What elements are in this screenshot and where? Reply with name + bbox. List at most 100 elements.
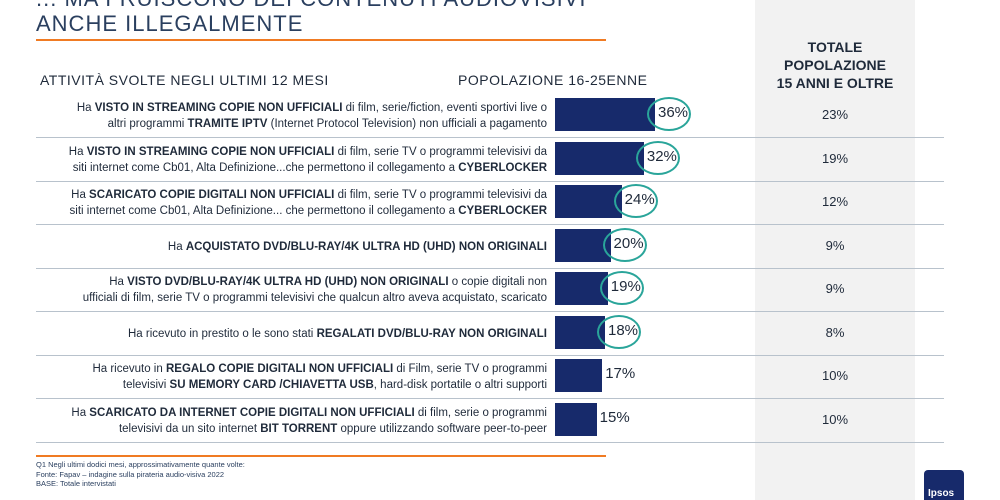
value-label-total: 9% <box>825 237 845 253</box>
category-label: Ha VISTO IN STREAMING COPIE NON UFFICIAL… <box>20 139 547 181</box>
value-label-16-25: 15% <box>599 408 630 426</box>
chart-row: Ha SCARICATO DA INTERNET COPIE DIGITALI … <box>20 400 955 442</box>
chart-row: Ha ricevuto in REGALO COPIE DIGITALI NON… <box>20 356 955 398</box>
value-label-16-25: 36% <box>658 104 689 121</box>
value-highlight-circle <box>599 271 644 305</box>
row-separator <box>36 137 944 138</box>
category-label-part: Ha <box>109 276 128 288</box>
category-label-part: BIT TORRENT <box>260 422 338 435</box>
total-header-line-2: POPOLAZIONE <box>784 57 886 73</box>
value-label-16-25: 18% <box>608 321 639 339</box>
value-highlight-circle <box>635 140 680 175</box>
bar-16-25 <box>555 402 597 436</box>
category-label-part: , hard-disk portatile o altri supporti <box>373 379 547 391</box>
category-label-part: di Film, serie TV o programmi <box>393 363 547 375</box>
footer-divider <box>36 455 606 457</box>
value-label-total: 8% <box>825 324 845 340</box>
category-label-part: Ha <box>71 189 90 201</box>
bar-16-25 <box>555 185 622 218</box>
footnote-source: Fonte: Fapav – indagine sulla pirateria … <box>36 469 225 479</box>
value-label-total: 10% <box>821 368 849 383</box>
value-highlight-circle <box>647 97 691 131</box>
category-label-part: o copie digitali non <box>448 276 547 288</box>
page-title: ... MA FRUISCONO DEI CONTENUTI AUDIOVISI… <box>36 0 587 36</box>
category-label: Ha ACQUISTATO DVD/BLU-RAY/4K ULTRA HD (U… <box>20 226 547 268</box>
category-label-part: altri programmi <box>107 118 188 130</box>
bar-16-25 <box>555 98 655 131</box>
value-label-16-25: 17% <box>605 365 636 382</box>
row-separator <box>36 398 944 399</box>
chart-row: Ha SCARICATO COPIE DIGITALI NON UFFICIAL… <box>20 182 955 224</box>
category-label-part: VISTO IN STREAMING COPIE NON UFFICIALI <box>86 145 335 158</box>
chart-row: Ha VISTO IN STREAMING COPIE NON UFFICIAL… <box>20 139 955 181</box>
row-separator <box>36 311 944 312</box>
logo-text: Ipsos <box>928 488 955 499</box>
category-label: Ha SCARICATO COPIE DIGITALI NON UFFICIAL… <box>20 182 547 224</box>
category-label-part: (Internet Protocol Television) non uffic… <box>267 118 547 130</box>
bar-16-25 <box>555 141 644 175</box>
value-highlight-circle <box>602 227 647 262</box>
value-label-16-25: 32% <box>646 147 677 165</box>
category-label-part: televisivi da un sito internet <box>118 422 261 435</box>
category-label-part: CYBERLOCKER <box>458 205 547 217</box>
category-label: Ha ricevuto in prestito o le sono stati … <box>20 313 547 355</box>
category-label-part: VISTO IN STREAMING COPIE NON UFFICIALI <box>94 102 343 114</box>
row-separator <box>36 267 944 269</box>
title-line-2: ANCHE ILLEGALMENTE <box>36 11 304 36</box>
value-label-total: 23% <box>821 107 849 122</box>
category-label-part: di film, serie o programmi <box>414 406 547 419</box>
title-line-1: ... MA FRUISCONO DEI CONTENUTI AUDIOVISI… <box>36 0 587 11</box>
value-label-16-25: 24% <box>624 191 655 208</box>
category-label-part: REGALO COPIE DIGITALI NON UFFICIALI <box>165 363 394 375</box>
category-label-part: REGALATI DVD/BLU-RAY NON ORIGINALI <box>316 327 547 340</box>
bar-16-25 <box>555 228 611 262</box>
bar-16-25 <box>555 315 605 349</box>
row-separator <box>36 441 944 443</box>
category-label: Ha SCARICATO DA INTERNET COPIE DIGITALI … <box>20 400 547 442</box>
total-header-line-3: 15 ANNI E OLTRE <box>776 75 894 91</box>
category-label-part: ACQUISTATO DVD/BLU-RAY/4K ULTRA HD (UHD)… <box>185 240 547 253</box>
value-label-total: 12% <box>821 194 849 209</box>
chart-row: Ha VISTO IN STREAMING COPIE NON UFFICIAL… <box>20 95 955 137</box>
activities-header: ATTIVITÀ SVOLTE NEGLI ULTIMI 12 MESI <box>40 72 329 88</box>
value-highlight-circle <box>597 314 641 349</box>
category-label-part: televisivi <box>122 379 170 391</box>
category-label-part: ufficiali di film, serie TV o programmi … <box>82 292 547 304</box>
row-separator <box>36 354 944 356</box>
population-header: POPOLAZIONE 16-25ENNE <box>458 72 648 88</box>
value-label-16-25: 19% <box>610 278 641 295</box>
category-label-part: Ha <box>71 406 90 419</box>
category-label-part: Ha <box>167 240 186 253</box>
chart-row: Ha ricevuto in prestito o le sono stati … <box>20 313 955 355</box>
value-label-total: 19% <box>821 150 849 166</box>
category-label-part: VISTO DVD/BLU-RAY/4K ULTRA HD (UHD) NON … <box>127 276 449 288</box>
ipsos-logo: Ipsos <box>924 470 964 500</box>
bar-16-25 <box>555 272 608 305</box>
category-label-part: CYBERLOCKER <box>458 161 547 174</box>
category-label: Ha VISTO DVD/BLU-RAY/4K ULTRA HD (UHD) N… <box>20 269 547 311</box>
category-label-part: SCARICATO COPIE DIGITALI NON UFFICIALI <box>89 189 335 201</box>
category-label-part: Ha ricevuto in <box>92 363 166 375</box>
category-label-part: Ha ricevuto in prestito o le sono stati <box>127 327 317 340</box>
value-label-16-25: 20% <box>613 234 644 252</box>
category-label-part: SCARICATO DA INTERNET COPIE DIGITALI NON… <box>89 406 415 419</box>
footnote-base: BASE: Totale intervistati <box>36 479 116 488</box>
value-highlight-circle <box>613 184 658 218</box>
row-separator <box>36 180 944 182</box>
chart-row: Ha ACQUISTATO DVD/BLU-RAY/4K ULTRA HD (U… <box>20 226 955 268</box>
category-label-part: di film, serie/fiction, eventi sportivi … <box>342 102 547 114</box>
total-header-line-1: TOTALE <box>807 39 863 55</box>
category-label-part: siti internet come Cb01, Alta Definizion… <box>72 161 459 174</box>
category-label-part: Ha <box>76 102 95 114</box>
category-label-part: TRAMITE IPTV <box>187 118 268 130</box>
chart-row: Ha VISTO DVD/BLU-RAY/4K ULTRA HD (UHD) N… <box>20 269 955 311</box>
category-label-part: oppure utilizzando software peer-to-peer <box>337 422 548 435</box>
category-label: Ha VISTO IN STREAMING COPIE NON UFFICIAL… <box>20 95 547 137</box>
category-label-part: di film, serie TV o programmi televisivi… <box>334 189 547 201</box>
title-divider <box>36 39 606 41</box>
value-label-total: 10% <box>821 411 849 427</box>
footnotes: Q1 Negli ultimi dodici mesi, approssimat… <box>36 460 245 489</box>
bar-16-25 <box>555 359 603 392</box>
category-label-part: siti internet come Cb01, Alta Definizion… <box>69 205 459 217</box>
total-column-panel <box>755 0 915 500</box>
